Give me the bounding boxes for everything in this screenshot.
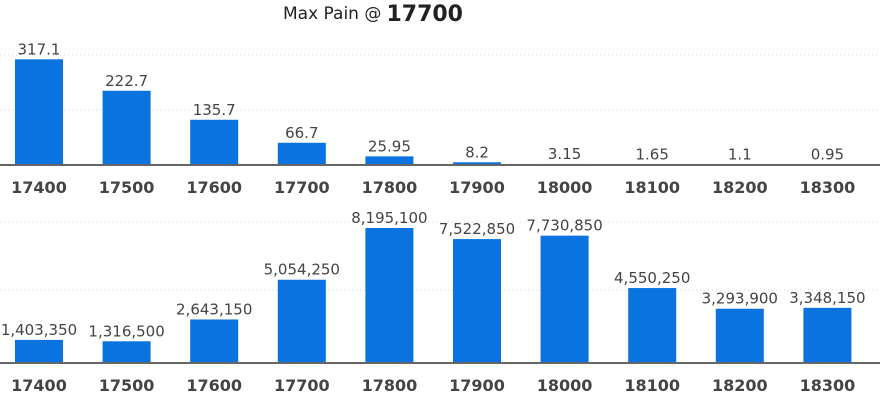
data-label: 8,195,100 [351,209,427,227]
x-tick-label: 18200 [712,376,768,395]
x-tick-label: 17600 [186,376,242,395]
x-tick-label: 17500 [99,376,155,395]
data-label: 7,522,850 [439,220,515,238]
data-label: 66.7 [285,124,318,142]
x-tick-label: 18200 [712,178,768,197]
data-label: 5,054,250 [264,261,340,279]
data-label: 222.7 [105,72,148,90]
data-label: 4,550,250 [614,269,690,287]
data-label: 1.1 [728,146,752,164]
data-label: 25.95 [368,137,411,155]
bar-17500 [102,341,151,363]
x-tick-label: 18000 [537,376,593,395]
bar-18200 [715,308,764,363]
bar-17700 [277,142,326,165]
chart-title: Max Pain @ 17700 [0,2,746,27]
x-tick-label: 17500 [99,178,155,197]
max-pain-strike: 17700 [386,2,463,27]
data-label: 1.65 [635,145,668,163]
x-tick-label: 17800 [362,178,418,197]
x-tick-label: 18300 [800,376,856,395]
x-tick-label: 17900 [449,376,505,395]
data-label: 8.2 [465,143,489,161]
data-label: 2,643,150 [176,300,252,318]
total-loss-bar-chart: 1,403,350 17400 1,316,500 17500 2,643,150 176… [0,209,880,395]
bar-17500 [102,90,151,165]
x-tick-label: 18100 [624,376,680,395]
data-label: 1,403,350 [1,321,77,339]
bar-17400 [15,339,63,363]
bar-17800 [365,228,414,363]
bar-17900 [453,162,501,165]
bar-17800 [365,156,414,165]
bar-17400 [15,59,63,165]
x-tick-label: 17400 [11,376,67,395]
bar-18100 [628,288,677,363]
title-prefix: Max Pain @ [283,4,382,24]
x-tick-label: 17600 [186,178,242,197]
data-label: 7,730,850 [526,217,602,235]
x-tick-label: 17900 [449,178,505,197]
data-label: 1,316,500 [88,322,164,340]
data-label: 3,348,150 [789,289,865,307]
x-tick-label: 17700 [274,178,330,197]
bar-17600 [190,119,239,165]
bar-17900 [453,239,501,363]
x-tick-label: 17400 [11,178,67,197]
x-tick-label: 18300 [800,178,856,197]
premium-bar-chart: 317.1 17400 222.7 17500 135.7 17600 66.7 17700 2… [0,40,880,197]
data-label: 0.95 [811,146,844,164]
bar-18300 [803,307,852,363]
x-tick-label: 17800 [362,376,418,395]
x-tick-label: 18100 [624,178,680,197]
x-tick-label: 18000 [537,178,593,197]
data-label: 3.15 [548,145,581,163]
bar-18000 [540,235,589,363]
data-label: 317.1 [18,40,61,58]
bar-17600 [190,319,239,363]
bar-17700 [277,279,326,363]
data-label: 135.7 [193,101,236,119]
data-label: 3,293,900 [702,290,778,308]
x-tick-label: 17700 [274,376,330,395]
